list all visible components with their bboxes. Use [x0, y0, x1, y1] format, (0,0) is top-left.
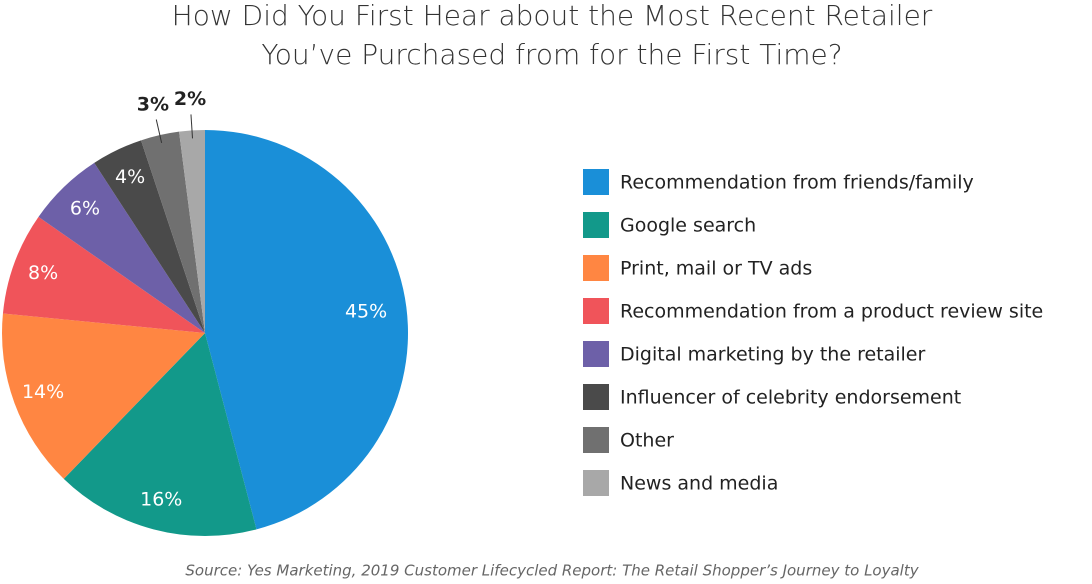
pie-slice	[63, 333, 257, 536]
pie-slice	[205, 130, 408, 530]
source-note: Source: Yes Marketing, 2019 Customer Lif…	[185, 562, 919, 580]
data-label: 3%	[137, 93, 169, 115]
pie-slice	[141, 131, 205, 333]
data-label: 6%	[70, 198, 100, 220]
pie-slice	[38, 162, 205, 333]
legend-label: Influencer of celebrity endorsement	[620, 387, 961, 409]
data-label: 2%	[174, 88, 206, 110]
leader-line	[155, 119, 163, 144]
data-label: 16%	[140, 488, 182, 510]
pie-slice	[1, 313, 205, 479]
leader-line	[190, 114, 194, 139]
legend-swatch	[583, 255, 609, 281]
legend-swatch	[583, 212, 609, 238]
legend-label: Print, mail or TV ads	[620, 258, 812, 280]
legend-label: News and media	[620, 473, 778, 495]
data-label: 14%	[22, 381, 64, 403]
legend-label: Google search	[620, 215, 756, 237]
legend-swatch	[583, 470, 609, 496]
legend-swatch	[583, 341, 609, 367]
pie-slice	[2, 216, 206, 333]
data-label: 4%	[115, 166, 145, 188]
legend-label: Other	[620, 430, 674, 452]
data-label: 45%	[345, 301, 387, 323]
chart-title: You’ve Purchased from for the First Time…	[261, 38, 842, 71]
legend-label: Recommendation from friends/family	[620, 172, 974, 194]
data-label: 8%	[28, 262, 58, 284]
legend-label: Digital marketing by the retailer	[620, 344, 925, 366]
legend-label: Recommendation from a product review sit…	[620, 301, 1043, 323]
legend-swatch	[583, 427, 609, 453]
pie-slice	[94, 140, 205, 333]
legend-swatch	[583, 384, 609, 410]
legend-swatch	[583, 298, 609, 324]
legend-swatch	[583, 169, 609, 195]
chart-title: How Did You First Hear about the Most Re…	[172, 0, 933, 32]
pie-slice	[179, 130, 205, 333]
